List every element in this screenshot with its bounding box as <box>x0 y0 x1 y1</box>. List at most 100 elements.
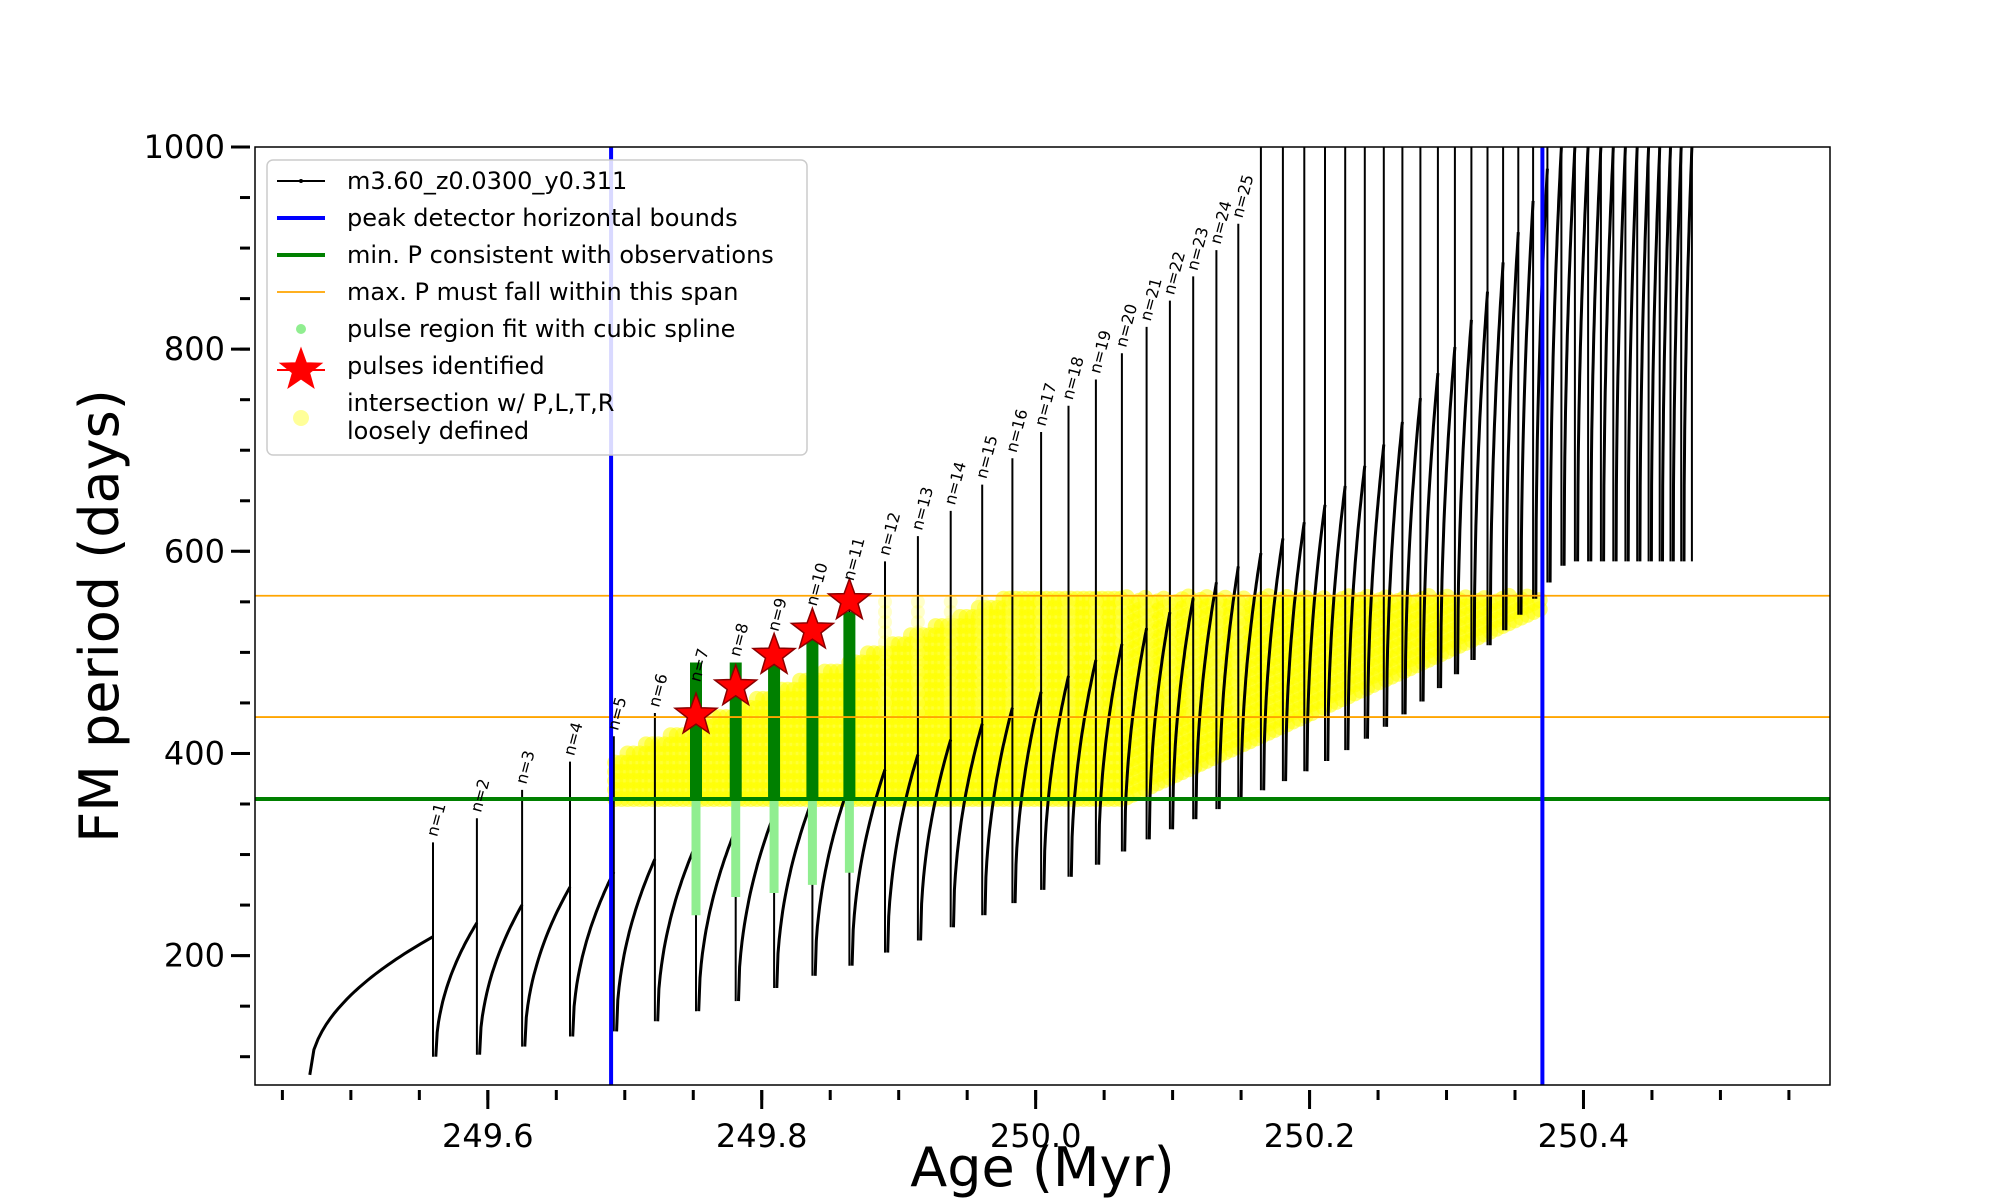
pulse-label: n=6 <box>644 672 671 710</box>
x-tick-label: 249.8 <box>716 1117 808 1155</box>
model-track-segment <box>1171 597 1195 830</box>
pulse-label: n=11 <box>839 535 869 582</box>
pulse-label: n=20 <box>1111 302 1141 349</box>
pulse-identified-star <box>750 631 798 676</box>
model-track-segment <box>1013 691 1043 904</box>
model-track-segment <box>886 754 920 953</box>
model-track-segment <box>1649 146 1662 562</box>
legend-swatch-dot <box>299 179 303 183</box>
pulse-label: n=14 <box>940 459 970 506</box>
pulse-label: n=17 <box>1031 381 1061 428</box>
pulse-label: n=25 <box>1228 172 1258 219</box>
intersection-markers <box>607 587 1548 807</box>
pulse-identified-star <box>712 662 759 707</box>
plot-frame <box>254 146 1831 1086</box>
model-track-segment <box>1123 627 1149 852</box>
model-track-segment <box>1439 346 1457 689</box>
model-track-segment <box>1562 146 1577 566</box>
legend-label: intersection w/ P,L,T,R <box>347 389 614 417</box>
pulse-label: n=16 <box>1002 407 1032 454</box>
axis-tick-labels: 249.6 249.8 250.0 250.2 250.4 200 400 600 800 100… <box>144 128 1630 1155</box>
model-track-segment <box>434 922 479 1057</box>
pulse-label: n=18 <box>1058 354 1088 401</box>
model-track-segment <box>1326 485 1347 762</box>
y-tick-label: 400 <box>164 734 225 772</box>
y-axis-title: FM period (days) <box>68 389 131 843</box>
model-track-segment <box>1626 146 1639 562</box>
legend-swatch <box>293 410 309 426</box>
model-track-segment <box>1421 372 1440 702</box>
pulse-identified-star <box>672 690 720 735</box>
pulse-label: n=7 <box>686 646 713 684</box>
pulse-star-markers <box>672 576 873 735</box>
pulse-identified-star <box>826 576 873 621</box>
y-tick-label: 800 <box>164 330 225 368</box>
pulse-label: n=12 <box>874 510 904 557</box>
model-track-segment <box>1488 262 1505 646</box>
horizontal-reference-lines <box>255 594 1830 801</box>
model-track-segment <box>1602 146 1615 562</box>
x-tick-label: 249.6 <box>442 1117 534 1155</box>
model-track-segment <box>1366 444 1386 739</box>
pulse-label: n=10 <box>802 561 832 608</box>
model-track-segment <box>983 707 1014 916</box>
legend-box <box>266 159 808 456</box>
model-track-segment <box>1385 421 1404 727</box>
pulse-label: n=13 <box>907 485 937 532</box>
pulse-label: n=1 <box>422 801 449 839</box>
model-track-segment <box>1614 146 1627 562</box>
pulse-identified-star <box>789 605 836 650</box>
pulse-label: n=9 <box>764 596 791 634</box>
model-track-segment <box>1519 200 1535 615</box>
y-tick-label: 1000 <box>144 128 225 166</box>
model-track-segment <box>1346 465 1367 751</box>
model-track-segment <box>571 871 616 1037</box>
model-track-segment <box>1239 552 1263 800</box>
legend-swatch <box>296 324 306 334</box>
pulse-label: n=15 <box>972 433 1002 480</box>
model-track-segment <box>697 828 738 1012</box>
pulse-label: n=5 <box>603 695 630 733</box>
model-track-segment <box>850 769 887 966</box>
model-track-segment <box>1262 538 1285 791</box>
model-track-segment <box>523 886 572 1047</box>
legend-label: min. P consistent with observations <box>347 241 774 269</box>
y-tick-label: 200 <box>164 937 225 975</box>
model-track-segment <box>615 858 657 1032</box>
legend-label: peak detector horizontal bounds <box>347 204 738 232</box>
model-track-segment <box>1403 397 1422 715</box>
model-track-segment <box>1284 522 1306 782</box>
model-track-segment <box>1682 146 1694 562</box>
model-track-segment <box>656 843 698 1022</box>
model-track-segment <box>1194 582 1218 820</box>
model-track-segment <box>478 904 524 1055</box>
pulse-label: n=22 <box>1159 249 1189 296</box>
model-track-segment <box>737 813 776 1002</box>
model-track-segment <box>1504 232 1520 631</box>
legend-label: pulses identified <box>347 352 545 380</box>
model-track-segment <box>1305 504 1327 772</box>
model-track-segment <box>1097 643 1124 865</box>
model-track-segment <box>1576 146 1590 562</box>
legend-label: pulse region fit with cubic spline <box>347 315 735 343</box>
x-tick-label: 250.4 <box>1538 1117 1630 1155</box>
x-tick-label: 250.2 <box>1264 1117 1356 1155</box>
pulse-label: n=19 <box>1085 328 1115 375</box>
model-track-segment <box>1638 146 1651 562</box>
model-track-segment <box>813 783 851 976</box>
legend-label: m3.60_z0.0300_y0.311 <box>347 167 627 195</box>
model-track-segment <box>1661 146 1672 562</box>
model-track-segment <box>952 723 984 928</box>
axis-ticks <box>231 145 1791 1109</box>
model-track-segment <box>1589 146 1603 562</box>
pulse-label: n=8 <box>725 621 752 659</box>
legend-label: max. P must fall within this span <box>347 278 738 306</box>
model-track-segment <box>1548 146 1563 583</box>
x-tick-label: 250.0 <box>990 1117 1082 1155</box>
model-track-segment <box>775 798 814 989</box>
model-track-segment <box>1042 675 1070 890</box>
x-axis-title: Age (Myr) <box>910 1136 1175 1199</box>
model-track-segment <box>1147 611 1172 840</box>
